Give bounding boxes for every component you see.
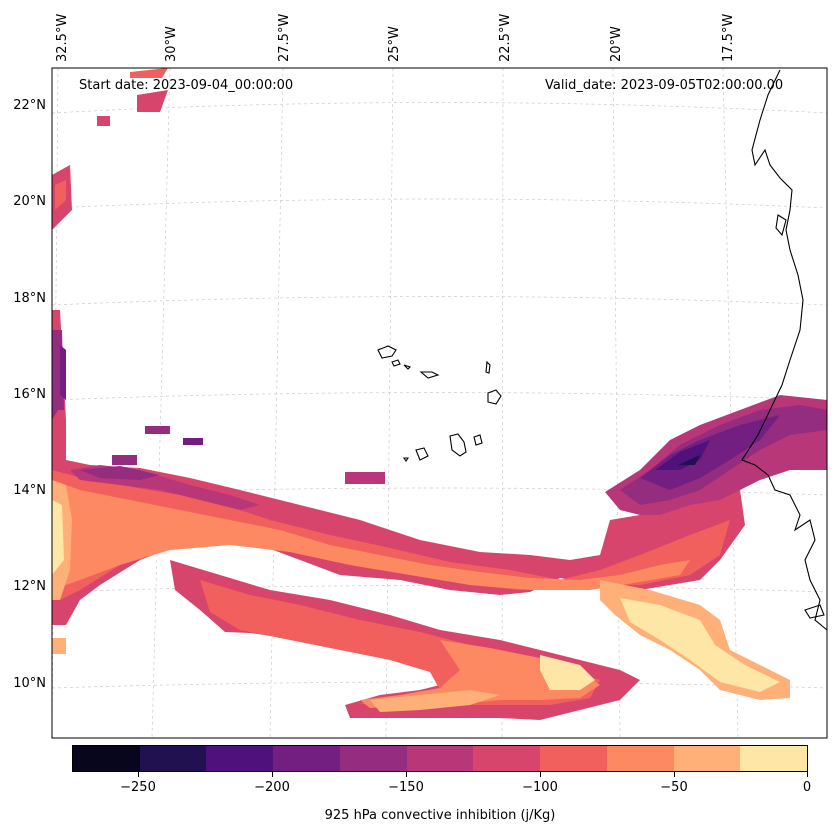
colorbar-tick: [138, 772, 139, 777]
colorbar-segment: [339, 746, 407, 771]
colorbar-segment: [673, 746, 741, 771]
colorbar-label-0: 0: [802, 780, 812, 795]
valid-date-label: Valid_date: 2023-09-05T02:00:00.00: [545, 78, 784, 93]
lon-label-20w: 20°W: [609, 26, 624, 62]
patch-top-3: [97, 116, 110, 126]
colorbar-segment: [740, 746, 808, 771]
island-santiago: [449, 433, 467, 457]
lat-label-16n: 16°N: [13, 387, 46, 402]
colorbar-segment: [540, 746, 607, 771]
lon-label-30w: 30°W: [164, 26, 179, 62]
lat-label-10n: 10°N: [13, 676, 46, 691]
colorbar-label-neg200: −200: [254, 780, 290, 795]
lon-label-32-5w: 32.5°W: [55, 13, 70, 62]
african-coast: [741, 69, 828, 631]
colorbar-title: 925 hPa convective inhibition (j/Kg): [324, 808, 556, 823]
lon-label-27-5w: 27.5°W: [277, 13, 292, 62]
colorbar-segment: [206, 746, 274, 771]
lon-label-17-5w: 17.5°W: [721, 13, 736, 62]
lat-label-14n: 14°N: [13, 483, 46, 498]
island-santo-antao: [377, 345, 397, 359]
lat-label-20n: 20°N: [13, 194, 46, 209]
lat-label-22n: 22°N: [13, 98, 46, 113]
band-south-inner: [360, 640, 600, 708]
lat-label-18n: 18°N: [13, 291, 46, 306]
colorbar: [72, 745, 808, 772]
colorbar-tick: [406, 772, 407, 777]
lon-label-25w: 25°W: [387, 26, 402, 62]
island-sal: [485, 360, 491, 374]
island-boa-vista: [487, 389, 502, 405]
colorbar-tick: [807, 772, 808, 777]
lon-label-22-5w: 22.5°W: [498, 13, 513, 62]
colorbar-tick: [674, 772, 675, 777]
east-purple-core: [655, 440, 710, 470]
colorbar-segment: [606, 746, 674, 771]
patch-top-2: [137, 90, 168, 112]
band-west-inner: [52, 480, 690, 590]
coastlines: [377, 69, 828, 631]
colorbar-segment: [406, 746, 474, 771]
colorbar-tick: [272, 772, 273, 777]
colorbar-segment: [73, 746, 140, 771]
lat-label-12n: 12°N: [13, 579, 46, 594]
colorbar-segment: [473, 746, 541, 771]
colorbar-label-neg50: −50: [660, 780, 688, 795]
colorbar-label-neg250: −250: [120, 780, 156, 795]
colorbar-tick: [540, 772, 541, 777]
cin-contours: [52, 68, 827, 720]
colorbar-segment: [139, 746, 207, 771]
start-date-label: Start date: 2023-09-04_00:00:00: [79, 78, 294, 93]
patch-top-1: [130, 68, 168, 78]
colorbar-segment: [273, 746, 340, 771]
colorbar-label-neg100: −100: [522, 780, 558, 795]
colorbar-label-neg150: −150: [388, 780, 424, 795]
island-fogo: [415, 447, 429, 461]
